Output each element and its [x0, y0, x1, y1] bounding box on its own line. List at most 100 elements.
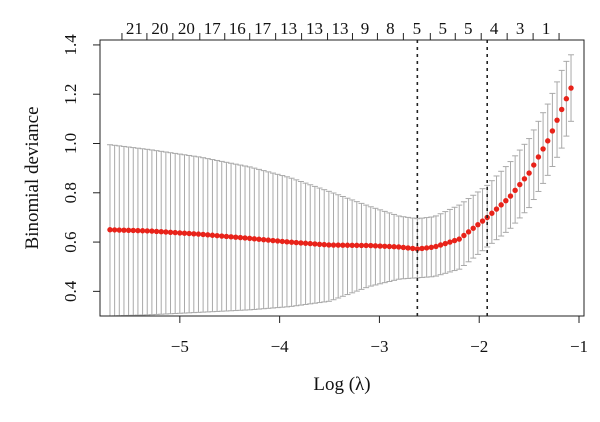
x-tick-label: −4: [271, 337, 290, 356]
data-point: [521, 176, 528, 182]
top-axis-counts: 21 20 20 17 16 17 13 13 13 9 8 5 5 5 4 3 1: [121, 19, 560, 41]
data-point: [312, 241, 318, 247]
data-point: [316, 241, 323, 247]
y-tick-label: 0.4: [61, 280, 80, 302]
data-point: [260, 236, 267, 243]
top-count-label: 16: [229, 19, 246, 38]
data-point: [349, 242, 355, 249]
data-point: [503, 198, 509, 204]
data-point: [186, 230, 192, 237]
data-point: [545, 138, 551, 144]
data-point: [405, 245, 411, 251]
data-point: [177, 230, 183, 236]
data-point: [326, 242, 332, 248]
data-point: [181, 230, 188, 236]
data-point: [335, 242, 341, 248]
data-point: [135, 227, 141, 234]
data-point: [368, 242, 374, 249]
data-point: [531, 162, 537, 168]
data-point: [321, 241, 327, 248]
data-point: [535, 154, 542, 160]
top-count-label: 3: [516, 19, 525, 38]
data-point: [121, 227, 127, 233]
data-point: [270, 237, 276, 244]
data-point: [284, 239, 290, 245]
data-point: [563, 96, 570, 102]
y-tick-label: 0.6: [61, 231, 80, 252]
top-count-label: 17: [254, 19, 272, 38]
data-point: [423, 245, 430, 251]
data-point: [479, 218, 486, 224]
data-point: [223, 233, 230, 240]
data-point: [246, 235, 253, 242]
data-point: [130, 227, 136, 234]
top-count-label: 4: [490, 19, 499, 38]
data-point: [377, 243, 383, 249]
data-point: [167, 229, 174, 236]
data-point: [498, 202, 504, 208]
data-point: [265, 237, 272, 243]
data-point: [330, 242, 337, 248]
top-count-label: 1: [542, 19, 551, 38]
data-point: [195, 231, 202, 237]
x-tick-label: −2: [470, 337, 488, 356]
top-count-label: 5: [439, 19, 448, 38]
data-point: [144, 228, 150, 234]
data-point: [559, 106, 565, 113]
data-point: [451, 237, 458, 244]
data-point: [191, 231, 197, 237]
data-point: [493, 206, 500, 212]
top-count-label: 21: [126, 19, 143, 38]
x-tick-label: −5: [171, 337, 189, 356]
data-point: [228, 234, 234, 240]
data-point: [489, 210, 495, 216]
y-tick-label: 1.0: [61, 133, 80, 154]
data-point: [288, 239, 295, 245]
data-point: [237, 234, 244, 241]
top-count-label: 5: [413, 19, 422, 38]
data-point: [517, 181, 523, 188]
data-point: [442, 240, 448, 247]
data-point: [279, 238, 285, 245]
data-point: [149, 228, 155, 234]
data-point: [507, 193, 514, 199]
top-count-label: 9: [361, 19, 370, 38]
top-count-label: 13: [280, 19, 297, 38]
data-point: [363, 242, 369, 249]
data-point: [475, 221, 481, 228]
data-point: [382, 243, 388, 249]
data-point: [358, 242, 365, 249]
deviance-points: [107, 85, 574, 252]
data-point: [568, 85, 574, 91]
top-count-label: 17: [204, 19, 222, 38]
data-point: [302, 240, 309, 246]
data-point: [125, 227, 132, 234]
x-tick-label: −3: [370, 337, 388, 356]
data-point: [116, 227, 122, 233]
data-point: [242, 235, 248, 241]
data-point: [172, 229, 178, 236]
data-point: [372, 243, 379, 249]
data-point: [209, 232, 216, 238]
y-axis: 0.4 0.6 0.8 1.0 1.2 1.4: [61, 34, 101, 302]
data-point: [293, 239, 299, 246]
data-point: [461, 232, 467, 239]
x-tick-label: −1: [570, 337, 588, 356]
data-point: [437, 242, 444, 248]
top-count-label: 20: [178, 19, 195, 38]
data-point: [107, 227, 113, 233]
data-point: [428, 244, 435, 251]
data-point: [447, 239, 453, 245]
data-point: [456, 236, 462, 242]
data-point: [158, 229, 164, 235]
data-point: [344, 242, 351, 248]
error-bars: [106, 54, 575, 317]
data-point: [340, 242, 346, 248]
x-axis: −5 −4 −3 −2 −1: [171, 315, 588, 356]
data-point: [163, 229, 169, 235]
data-point: [396, 244, 402, 250]
data-point: [354, 242, 360, 249]
data-point: [400, 244, 407, 251]
data-point: [391, 244, 397, 250]
